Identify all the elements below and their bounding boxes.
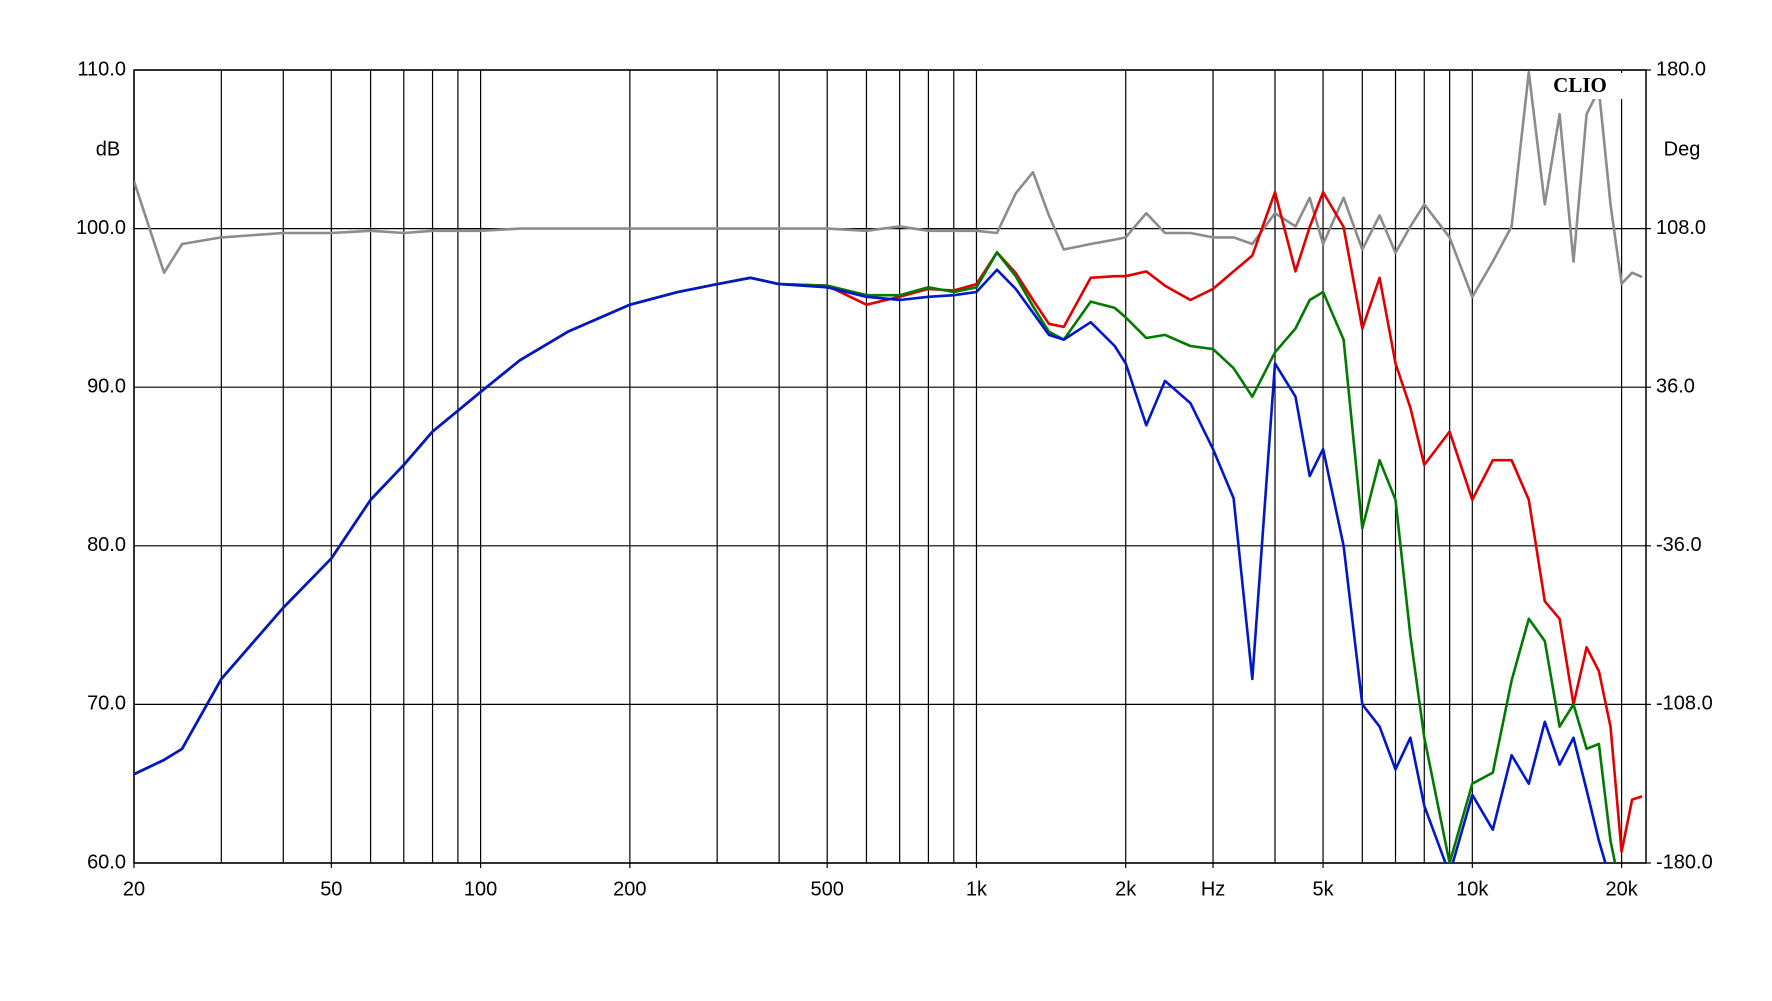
- y-tick-label: 100.0: [76, 217, 126, 239]
- y2-tick-label: 180.0: [1656, 58, 1706, 80]
- plot-frame: [133, 69, 1647, 864]
- x-tick-label: 1k: [966, 878, 988, 900]
- curves: [134, 70, 1643, 863]
- badge-box: [1536, 73, 1624, 99]
- grid: [133, 69, 1651, 868]
- y-axis-label: dB: [96, 138, 120, 160]
- x-tick-label: 20: [123, 878, 145, 900]
- phase-curve: [134, 70, 1643, 299]
- y-tick-label: 70.0: [87, 693, 126, 715]
- x-tick-label: 200: [613, 878, 646, 900]
- labels: 20 50 100 200 500 1k 2k Hz 5k 10k 20k 60.0 70.0 80.0 9…: [76, 58, 1713, 900]
- response-curve: [134, 268, 1607, 863]
- y-tick-label: 110.0: [77, 58, 126, 80]
- x-tick-label: Hz: [1201, 878, 1225, 900]
- x-tick-label: 500: [811, 878, 844, 900]
- badge: CLIO: [1553, 73, 1607, 97]
- x-tick-label: 20k: [1605, 878, 1638, 900]
- y2-tick-label: -108.0: [1656, 693, 1713, 715]
- y2-tick-label: -180.0: [1656, 851, 1713, 873]
- y2-tick-label: 108.0: [1656, 217, 1706, 239]
- y-tick-label: 90.0: [87, 375, 126, 397]
- x-tick-label: 10k: [1456, 878, 1489, 900]
- x-tick-label: 2k: [1115, 878, 1137, 900]
- y2-tick-label: -36.0: [1656, 534, 1702, 556]
- x-tick-label: 50: [320, 878, 342, 900]
- y2-tick-label: 36.0: [1656, 375, 1695, 397]
- x-tick-label: 5k: [1312, 878, 1334, 900]
- x-tick-label: 100: [464, 878, 497, 900]
- y2-axis-label: Deg: [1664, 138, 1701, 160]
- y-tick-label: 60.0: [87, 851, 126, 873]
- y-tick-label: 80.0: [87, 534, 126, 556]
